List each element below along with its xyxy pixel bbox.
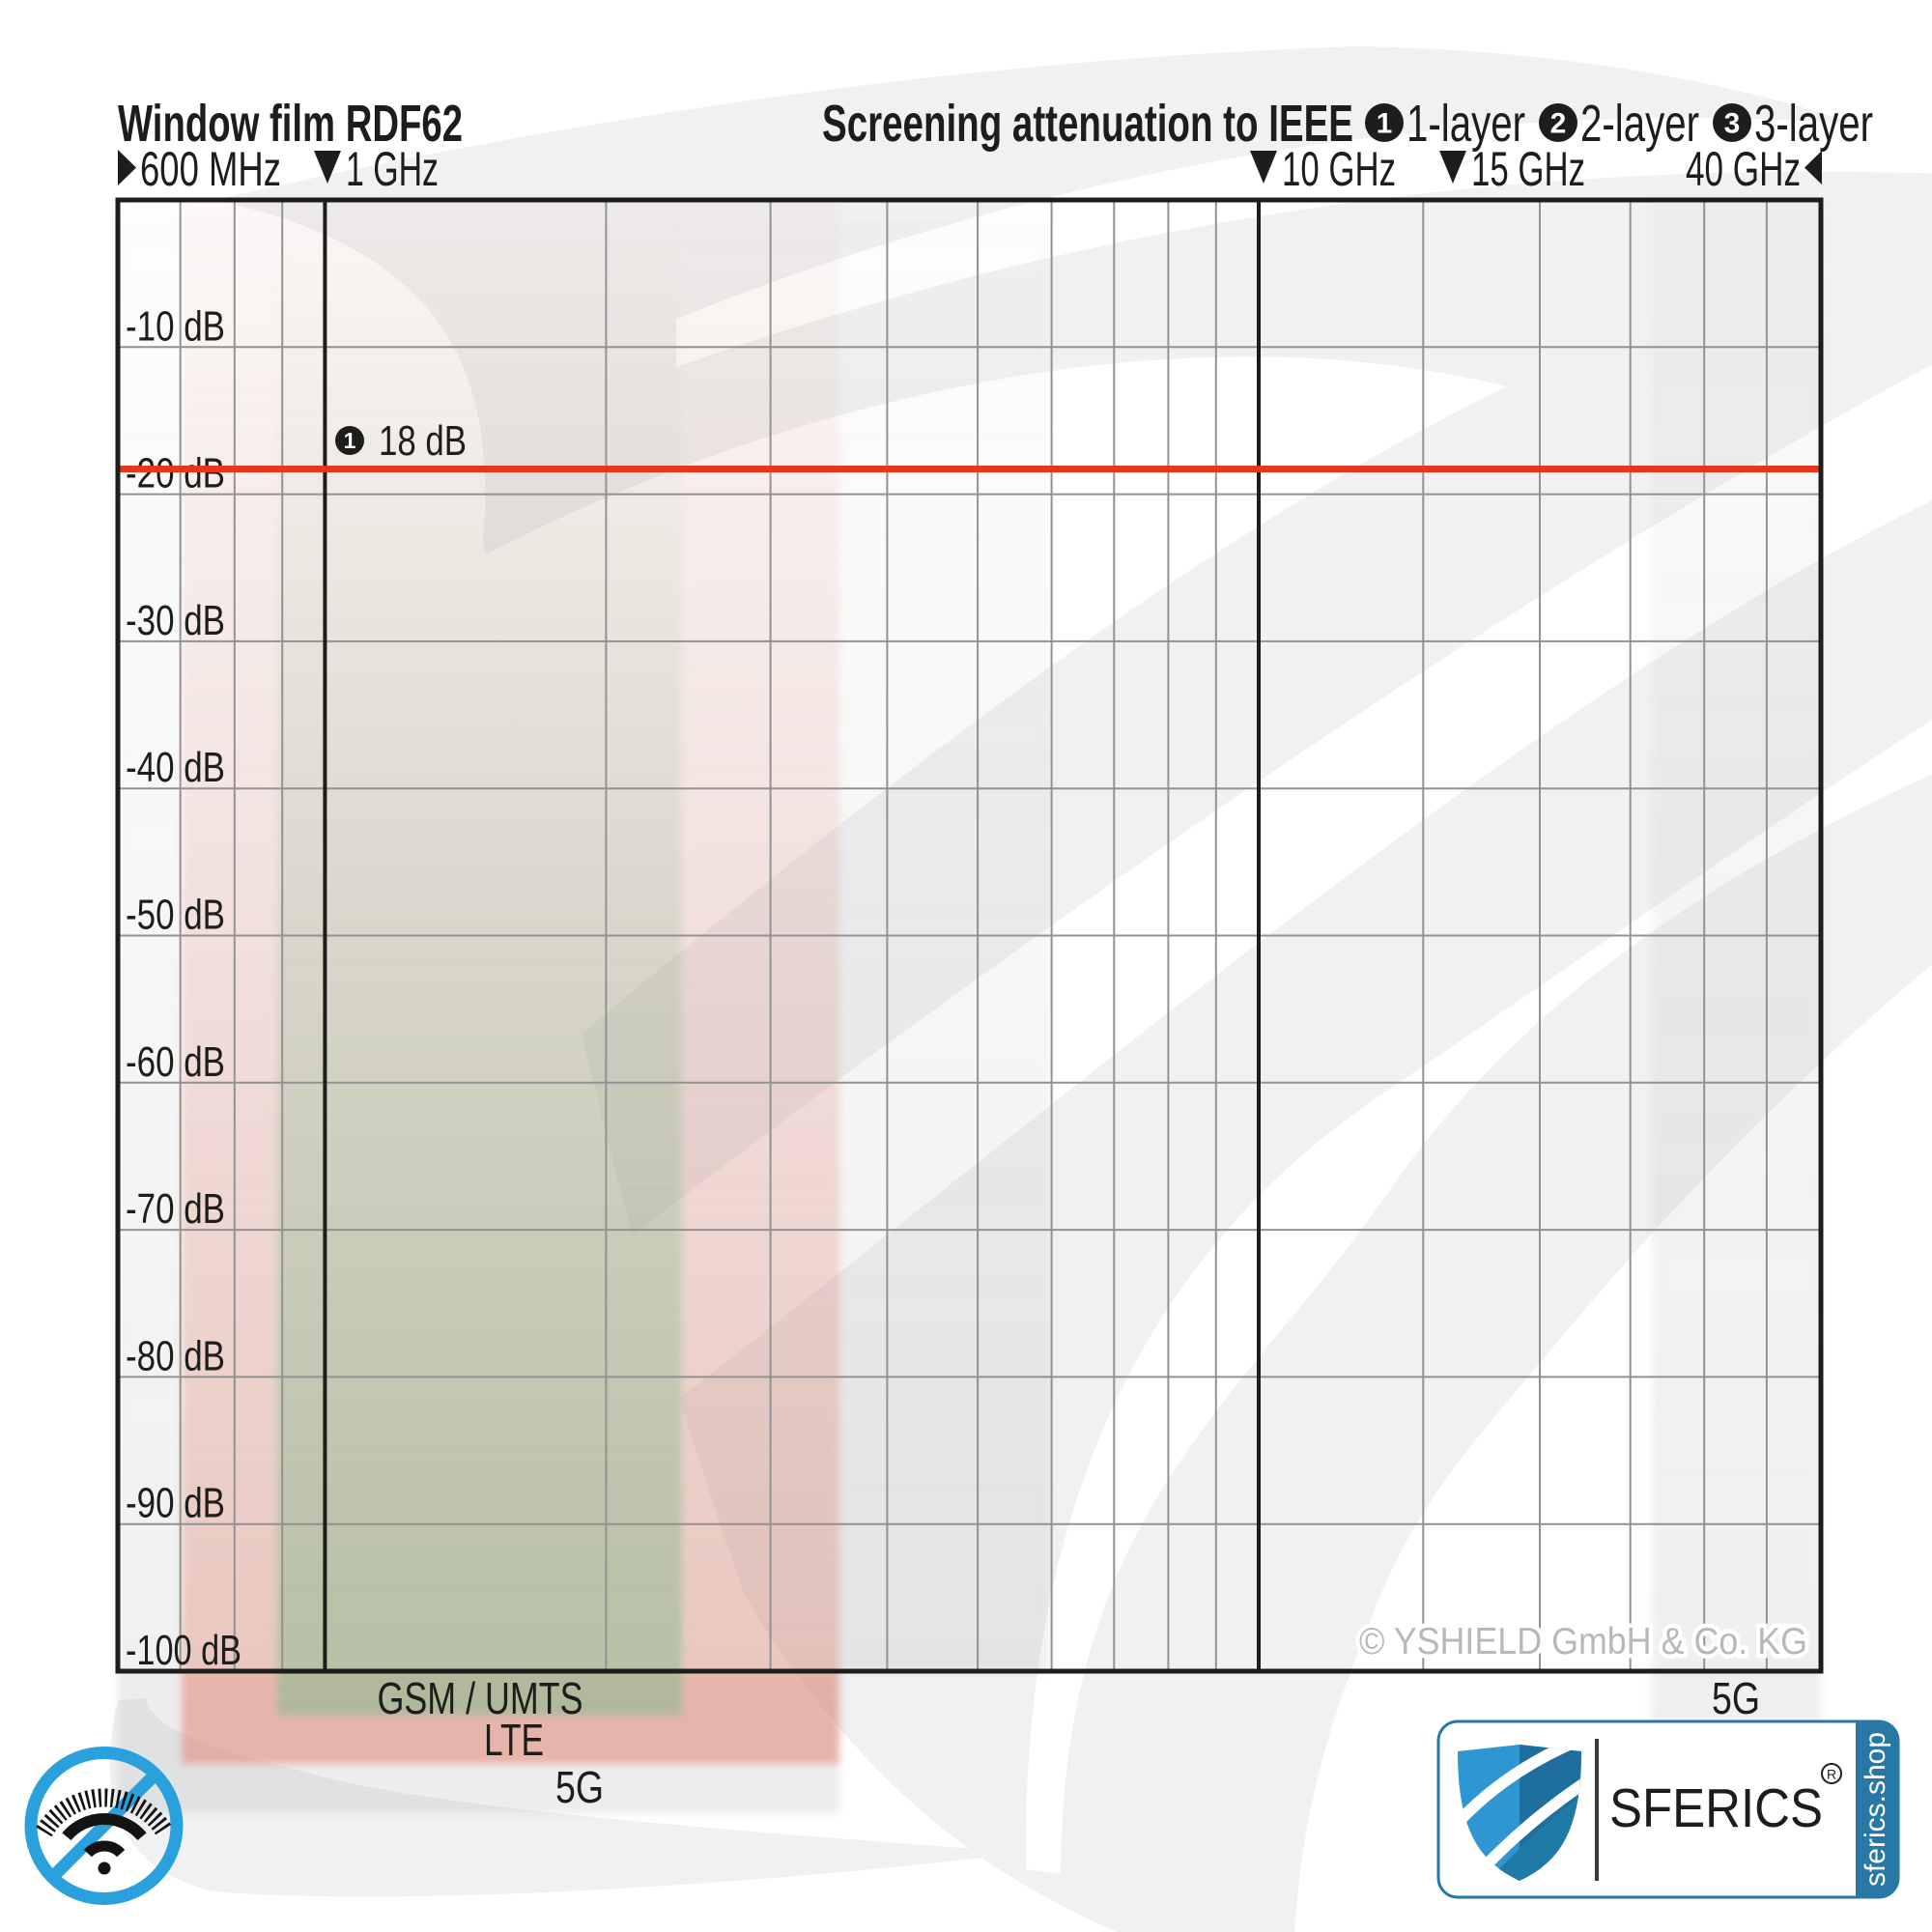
svg-text:10 GHz: 10 GHz (1282, 142, 1396, 196)
svg-text:sferics.shop: sferics.shop (1860, 1732, 1891, 1887)
svg-text:-90 dB: -90 dB (126, 1480, 225, 1527)
svg-text:Screening attenuation to IEEE: Screening attenuation to IEEE (822, 95, 1353, 153)
svg-text:1: 1 (344, 428, 356, 453)
svg-text:1 GHz: 1 GHz (346, 142, 439, 196)
svg-text:-100 dB: -100 dB (126, 1627, 242, 1674)
svg-text:-20 dB: -20 dB (126, 450, 225, 497)
svg-text:-10 dB: -10 dB (126, 302, 225, 350)
svg-text:18 dB: 18 dB (379, 417, 467, 465)
svg-text:15 GHz: 15 GHz (1471, 142, 1585, 196)
svg-text:R: R (1827, 1767, 1836, 1782)
svg-text:1: 1 (1377, 108, 1393, 140)
svg-text:SFERICS: SFERICS (1609, 1777, 1823, 1839)
svg-text:2-layer: 2-layer (1580, 95, 1699, 153)
svg-text:-70 dB: -70 dB (126, 1185, 225, 1233)
svg-text:5G: 5G (555, 1762, 604, 1812)
svg-text:-50 dB: -50 dB (126, 892, 225, 939)
svg-text:5G: 5G (1712, 1673, 1760, 1723)
svg-text:© YSHIELD GmbH & Co. KG: © YSHIELD GmbH & Co. KG (1359, 1621, 1807, 1662)
svg-text:40 GHz: 40 GHz (1686, 142, 1801, 196)
svg-text:3-layer: 3-layer (1754, 95, 1873, 153)
svg-text:-40 dB: -40 dB (126, 744, 225, 791)
svg-text:3: 3 (1724, 108, 1741, 140)
svg-text:GSM / UMTS: GSM / UMTS (378, 1673, 583, 1723)
svg-text:600 MHz: 600 MHz (140, 142, 281, 196)
svg-text:Window film RDF62: Window film RDF62 (118, 95, 463, 153)
svg-text:LTE: LTE (484, 1715, 544, 1765)
svg-text:1-layer: 1-layer (1406, 95, 1525, 153)
svg-text:-30 dB: -30 dB (126, 597, 225, 644)
svg-text:-80 dB: -80 dB (126, 1332, 225, 1379)
svg-text:2: 2 (1550, 108, 1567, 140)
svg-text:-60 dB: -60 dB (126, 1038, 225, 1086)
